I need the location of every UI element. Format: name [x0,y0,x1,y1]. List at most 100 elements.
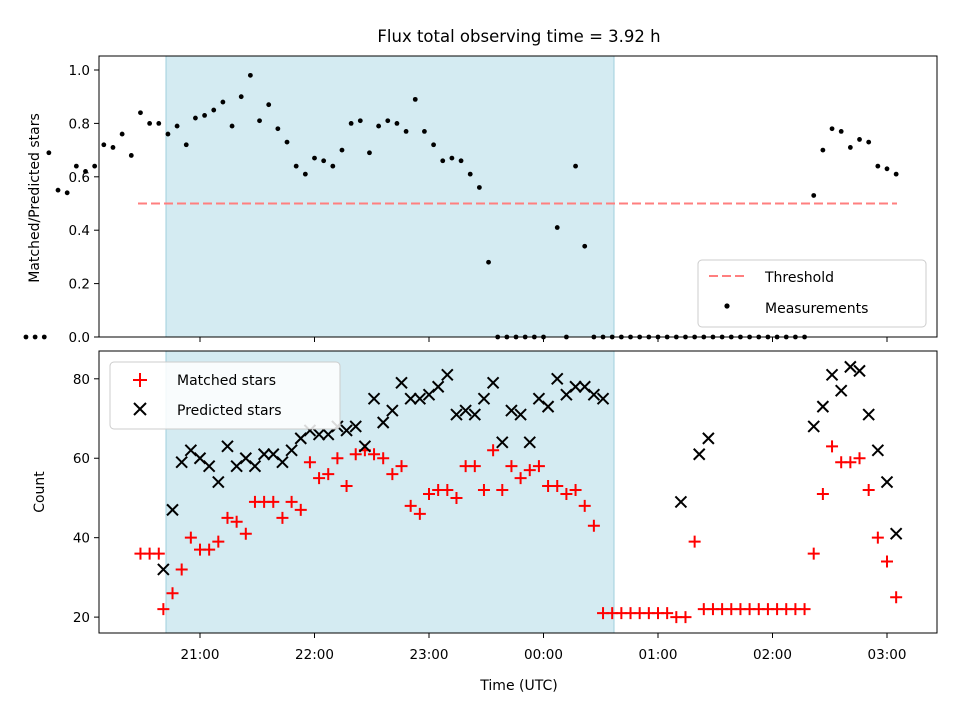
matched-star-point [377,452,390,465]
matched-star-point [826,440,839,453]
matched-star-point [386,468,399,481]
measurement-point [467,171,473,177]
predicted-star-point [889,527,903,540]
predicted-star-point [349,420,362,433]
measurement-point [449,155,455,161]
measurement-point [573,163,578,169]
bottom-x-tick-label: 03:00 [868,647,907,663]
matched-star-point [844,456,857,469]
matched-star-point [285,495,298,508]
measurement-point [183,142,189,148]
measurement-point [412,96,418,102]
legend-threshold-label: Threshold [764,270,834,286]
measurement-point [64,190,70,196]
top-y-tick-label: 0.6 [69,170,90,186]
matched-star-point [294,503,307,516]
matched-star-point [276,511,289,524]
legend-predicted-label: Predicted stars [177,403,282,419]
matched-star-point [560,487,573,500]
measurement-point [376,123,382,129]
highlight-span [165,55,615,338]
measurement-point [266,102,272,108]
measurement-point [330,163,336,169]
bottom-panel: 20 40 60 80 21:00 22:00 23:00 00:00 01:00 02:00 0… [32,350,938,694]
matched-star-point [587,519,600,532]
predicted-star-point [496,436,509,449]
bottom-y-tick-label: 60 [73,451,90,467]
matched-star-point [221,511,234,524]
legend-measurements-swatch [724,303,730,309]
top-y-tick-label: 0.4 [69,223,90,239]
bottom-x-tick-label: 22:00 [295,647,334,663]
measurement-point [138,110,143,116]
matched-star-point [807,547,820,560]
matched-star-point [505,460,518,473]
legend-x-icon [133,402,147,416]
bottom-x-ticks: 21:00 22:00 23:00 00:00 01:00 02:00 03:00 [181,633,907,663]
measurement-point [101,142,107,148]
top-y-axis-label: Matched/Predicted stars [27,113,43,283]
top-legend: Threshold Measurements [697,259,927,328]
predicted-star-point [674,495,688,509]
measurement-point [357,118,363,124]
measurement-point [829,126,835,132]
measurement-point [147,121,153,126]
x-axis-label: Time (UTC) [479,678,557,694]
predicted-star-point [276,456,289,469]
predicted-star-point [587,388,601,401]
predicted-star-point [459,404,472,417]
predicted-star-point [468,408,482,421]
legend-measurements-label: Measurements [765,301,868,317]
predicted-star-point [514,408,527,421]
measurement-point [174,123,180,129]
matched-star-point [303,456,316,469]
measurement-point [128,153,134,158]
predicted-star-point [693,448,706,461]
matched-star-point [569,484,582,497]
matched-star-point [441,484,454,497]
measurement-point [866,139,872,145]
predicted-star-point [702,432,715,445]
predicted-star-point [413,392,427,405]
matched-star-point [496,484,509,497]
predicted-star-point [551,372,564,386]
top-y-tick-label: 0.8 [69,116,90,132]
matched-star-point [152,547,165,560]
bottom-x-tick-label: 23:00 [410,647,449,663]
measurement-point [293,163,299,169]
measurement-point [476,185,482,190]
top-legend-box [697,259,927,328]
matched-star-point [423,487,435,500]
matched-star-point [166,587,179,600]
bottom-legend: Matched stars Predicted stars [109,361,341,430]
predicted-star-point [816,400,830,413]
measurement-point [403,129,409,134]
measurement-point [820,147,826,153]
predicted-star-point [441,368,454,382]
predicted-star-point [871,444,885,457]
measurement-point [394,121,400,126]
predicted-star-point [285,444,298,457]
legend-matched-label: Matched stars [177,373,276,389]
measurement-point [156,121,162,126]
predicted-star-point [395,376,408,389]
matched-star-point [368,448,381,461]
measurement-point [110,145,116,150]
predicted-star-point [212,475,225,489]
measurement-point [312,155,317,161]
measurement-point [321,158,327,164]
predicted-star-point [596,392,610,405]
matched-star-point [871,531,884,544]
top-plot-frame [98,55,938,338]
measurement-point [238,94,244,100]
bottom-y-ticks: 20 40 60 80 [73,372,99,626]
matched-star-point [239,527,252,540]
matched-star-point [487,444,500,457]
top-x-ticks [199,337,888,342]
measurement-point [422,129,427,134]
predicted-star-point [505,404,518,417]
chart-title: Flux total observing time = 3.92 h [377,27,660,46]
measurement-point [73,163,79,169]
measurement-point [302,171,308,177]
